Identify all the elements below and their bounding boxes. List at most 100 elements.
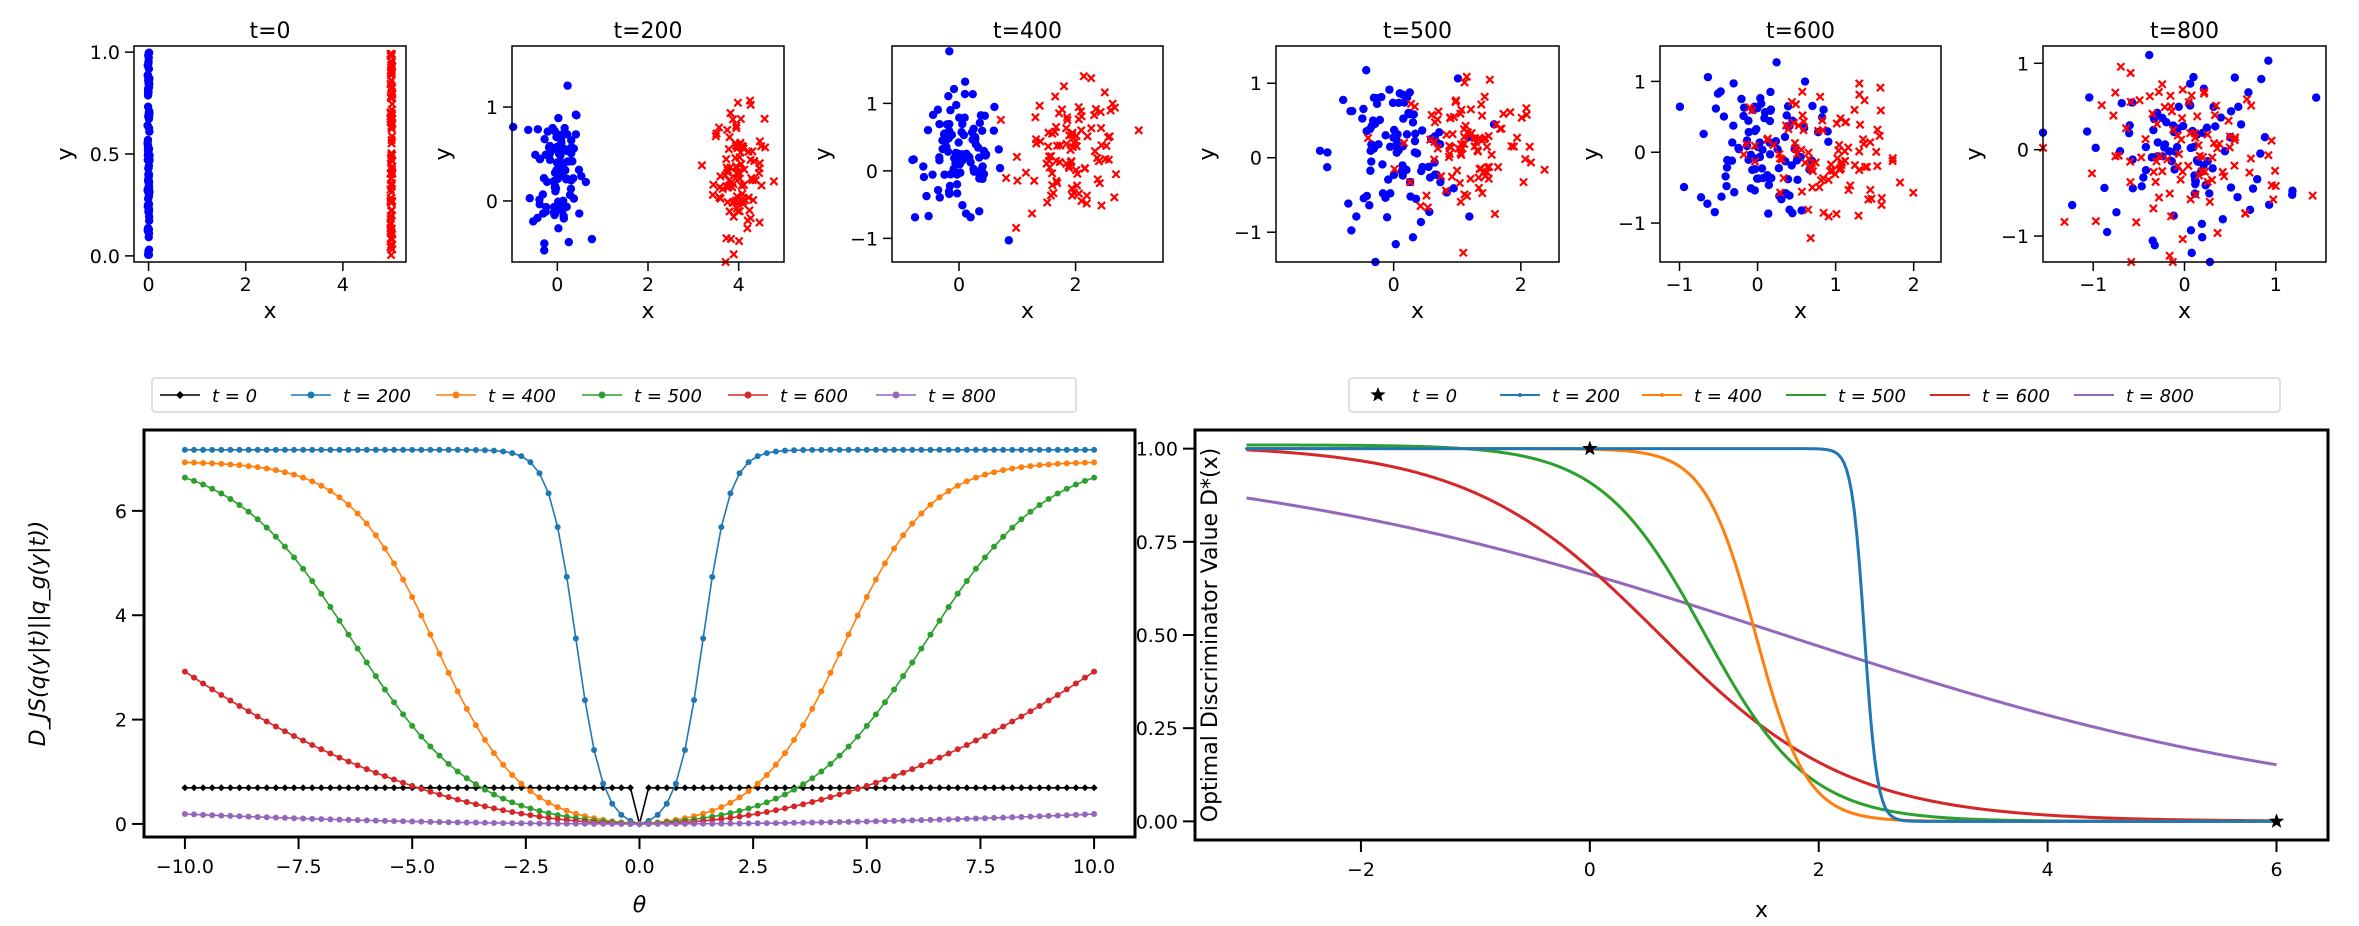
x-tick-label: 2 bbox=[240, 274, 252, 296]
series-marker bbox=[354, 510, 361, 517]
series-marker bbox=[1063, 485, 1070, 492]
y-axis-label: D_JS(q(y|t)||q_g(y|t)) bbox=[26, 521, 51, 747]
scatter-point bbox=[1417, 126, 1427, 135]
series-marker bbox=[345, 631, 352, 638]
scatter-series-blue bbox=[1675, 58, 1833, 218]
scatter-point bbox=[563, 81, 572, 90]
legend-label: t = 0 bbox=[212, 386, 257, 407]
y-tick-label: 0.00 bbox=[1136, 811, 1178, 833]
scatter-point bbox=[1035, 101, 1045, 111]
series-marker bbox=[454, 819, 461, 826]
series-marker bbox=[1909, 819, 1913, 823]
series-marker bbox=[1327, 447, 1331, 451]
x-tick-label: −7.5 bbox=[275, 856, 321, 878]
series-marker bbox=[554, 804, 561, 811]
scatter-point bbox=[1346, 107, 1355, 116]
scatter-point bbox=[1377, 92, 1386, 102]
series-marker bbox=[254, 713, 261, 720]
series-marker bbox=[981, 815, 988, 822]
series-marker bbox=[191, 811, 198, 818]
series-marker bbox=[1337, 447, 1341, 451]
y-tick-label: −1 bbox=[1618, 213, 1646, 235]
scatter-point bbox=[2149, 167, 2159, 177]
scatter-point bbox=[2168, 125, 2178, 135]
series-marker bbox=[318, 590, 325, 597]
series-marker bbox=[381, 446, 388, 453]
scatter-point bbox=[723, 182, 733, 191]
series-marker bbox=[1626, 449, 1629, 453]
scatter-point bbox=[1782, 189, 1791, 199]
series-marker bbox=[2084, 819, 2088, 823]
scatter-point bbox=[2124, 128, 2134, 138]
scatter-point bbox=[1042, 159, 1051, 169]
scatter-point bbox=[2155, 151, 2164, 161]
series-marker bbox=[1389, 447, 1393, 451]
series-marker bbox=[772, 448, 779, 455]
scatter-point bbox=[535, 200, 544, 209]
scatter-point bbox=[2173, 161, 2183, 171]
series-marker bbox=[500, 448, 507, 455]
series-marker bbox=[354, 817, 361, 824]
scatter-point bbox=[1467, 128, 1477, 138]
scatter-point bbox=[2148, 204, 2158, 213]
scatter-point bbox=[933, 185, 943, 195]
scatter-point bbox=[2205, 189, 2214, 198]
scatter-point bbox=[919, 172, 929, 182]
series-marker bbox=[1425, 447, 1429, 451]
series-marker bbox=[854, 446, 861, 453]
series-marker bbox=[900, 532, 907, 539]
series-marker bbox=[1081, 811, 1088, 818]
scatter-point bbox=[1908, 188, 1918, 198]
scatter-point bbox=[1745, 103, 1755, 112]
scatter-point bbox=[1433, 115, 1442, 124]
scatter-point bbox=[2172, 142, 2182, 152]
axes-6: −10.0 −7.5 −5.0 −2.5 0.0 2.5 5.0 7.5 10.00246θD_… bbox=[26, 428, 1137, 918]
x-tick-label: 1 bbox=[1830, 274, 1842, 296]
series-marker bbox=[1409, 447, 1413, 451]
series-marker bbox=[1317, 447, 1320, 451]
scatter-point bbox=[1406, 192, 1415, 201]
series-marker bbox=[391, 560, 398, 567]
series-marker bbox=[1036, 813, 1043, 820]
series-marker bbox=[345, 758, 352, 765]
series-marker bbox=[509, 820, 516, 827]
scatter-point bbox=[144, 177, 153, 186]
series-marker bbox=[1770, 690, 1774, 694]
x-axis-label: x bbox=[1411, 299, 1424, 324]
series-marker bbox=[491, 447, 498, 454]
x-tick-label: 0 bbox=[1752, 274, 1764, 296]
scatter-point bbox=[2211, 122, 2220, 131]
scatter-point bbox=[386, 250, 396, 260]
scatter-point bbox=[1095, 178, 1105, 188]
scatter-point bbox=[1029, 176, 1039, 186]
x-tick-label: −10.0 bbox=[156, 856, 214, 878]
scatter-point bbox=[958, 201, 967, 210]
series-marker bbox=[491, 750, 498, 757]
scatter-point bbox=[1474, 183, 1484, 193]
series-marker bbox=[827, 819, 834, 826]
series-marker bbox=[2063, 819, 2067, 823]
series-marker bbox=[2017, 819, 2021, 823]
series-marker bbox=[1677, 464, 1681, 468]
x-tick-label: 5.0 bbox=[852, 856, 882, 878]
y-tick-label: 0 bbox=[866, 161, 878, 183]
scatter-point bbox=[1086, 123, 1096, 133]
scatter-point bbox=[733, 163, 742, 173]
scatter-point bbox=[2184, 97, 2194, 107]
line-series-1 bbox=[181, 446, 1098, 827]
scatter-point bbox=[581, 177, 591, 187]
series-marker bbox=[454, 688, 461, 695]
scatter-point bbox=[386, 214, 396, 224]
scatter-point bbox=[1737, 94, 1746, 104]
series-marker bbox=[2012, 819, 2016, 823]
series-marker bbox=[436, 819, 443, 826]
scatter-point bbox=[2216, 113, 2226, 122]
scatter-point bbox=[1424, 162, 1433, 172]
scatter-point bbox=[2154, 87, 2164, 97]
series-marker bbox=[791, 736, 798, 743]
series-marker bbox=[727, 799, 734, 806]
series-marker bbox=[227, 697, 234, 704]
series-marker bbox=[772, 820, 779, 827]
series-marker bbox=[781, 819, 788, 826]
